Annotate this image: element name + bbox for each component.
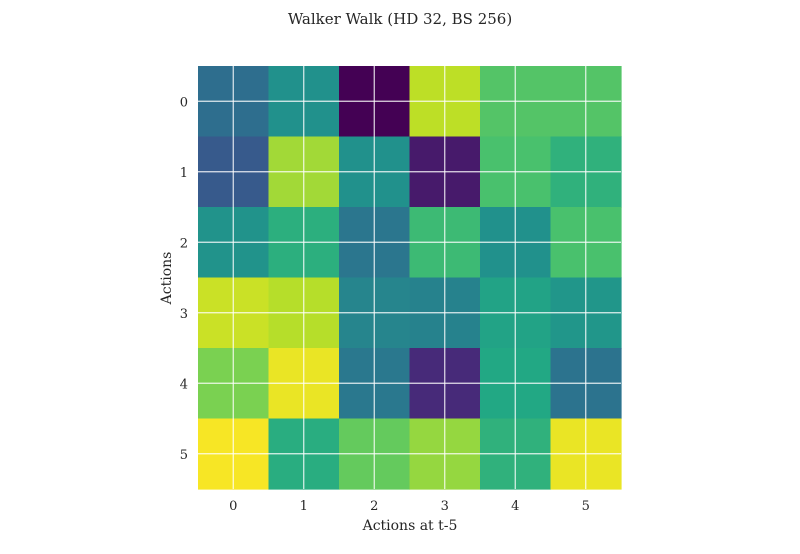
y-tick-label: 2 bbox=[180, 236, 188, 251]
y-tick-label: 1 bbox=[180, 166, 188, 181]
x-tick-label: 1 bbox=[300, 499, 308, 514]
heatmap-cells bbox=[198, 66, 622, 490]
y-tick-label: 5 bbox=[180, 448, 188, 463]
y-tick-label: 3 bbox=[180, 307, 188, 322]
x-tick-label: 2 bbox=[370, 499, 378, 514]
y-tick-label: 4 bbox=[180, 377, 188, 392]
chart-title: Walker Walk (HD 32, BS 256) bbox=[288, 10, 512, 28]
x-tick-labels: 0 1 2 3 4 5 bbox=[229, 499, 590, 514]
x-tick-label: 4 bbox=[511, 499, 519, 514]
y-tick-label: 0 bbox=[180, 95, 188, 110]
x-tick-label: 3 bbox=[441, 499, 449, 514]
gridlines bbox=[198, 66, 621, 489]
y-axis-label: Actions bbox=[159, 252, 175, 306]
x-tick-label: 0 bbox=[229, 499, 237, 514]
x-tick-label: 5 bbox=[582, 499, 590, 514]
y-tick-labels: 0 1 2 3 4 5 bbox=[180, 95, 188, 463]
x-axis-label: Actions at t-5 bbox=[362, 518, 458, 534]
